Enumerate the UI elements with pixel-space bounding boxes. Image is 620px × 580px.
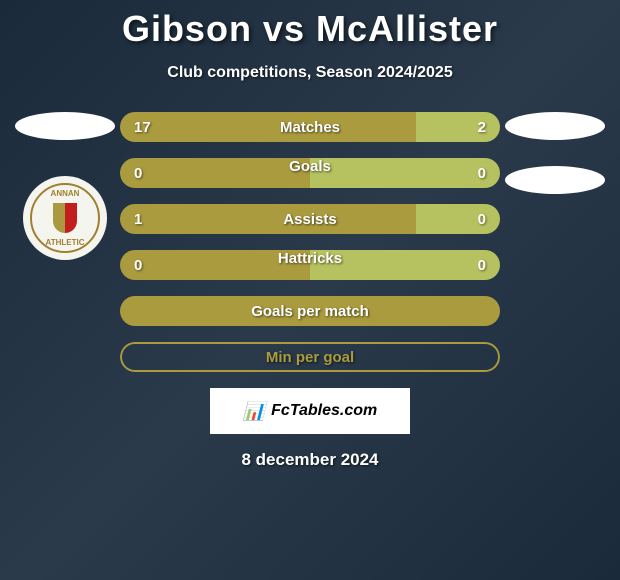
stat-label: Hattricks <box>278 250 342 267</box>
stat-label: Goals <box>289 158 331 175</box>
badge-text-top: ANNAN <box>51 189 80 198</box>
right-column <box>500 112 610 372</box>
stat-label: Goals per match <box>120 296 500 326</box>
comparison-card: Gibson vs McAllister Club competitions, … <box>0 0 620 470</box>
badge-ring: ANNAN ATHLETIC <box>30 183 100 253</box>
stat-left-value: 17 <box>120 112 416 142</box>
source-text: FcTables.com <box>271 402 377 420</box>
stat-right-value: 2 <box>416 112 500 142</box>
stat-bar-hattricks: 0 Hattricks 0 <box>120 250 500 280</box>
stat-label: Min per goal <box>120 342 500 372</box>
chart-icon: 📊 <box>243 401 265 422</box>
right-club-placeholder <box>505 166 605 194</box>
stat-bar-assists: 1 Assists 0 <box>120 204 500 234</box>
stats-column: 17 Matches 2 0 Goals 0 1 Assists 0 0 H <box>120 112 500 372</box>
stat-left-value: 0 <box>120 158 310 188</box>
stat-right-value: 0 <box>310 158 500 188</box>
left-club-badge: ANNAN ATHLETIC <box>23 176 107 260</box>
stat-right-value: 0 <box>416 204 500 234</box>
content-area: ANNAN ATHLETIC 17 Matches 2 0 Goals 0 <box>0 112 620 372</box>
subtitle: Club competitions, Season 2024/2025 <box>0 64 620 82</box>
page-title: Gibson vs McAllister <box>0 8 620 50</box>
stat-label: Matches <box>280 119 340 136</box>
left-name-placeholder <box>15 112 115 140</box>
badge-text-bottom: ATHLETIC <box>46 238 85 247</box>
stat-label: Assists <box>283 211 336 228</box>
stat-bar-matches: 17 Matches 2 <box>120 112 500 142</box>
right-name-placeholder <box>505 112 605 140</box>
stat-bar-goals: 0 Goals 0 <box>120 158 500 188</box>
stat-bar-mpg: Min per goal <box>120 342 500 372</box>
shield-icon <box>53 203 77 233</box>
stat-left-value: 1 <box>120 204 416 234</box>
stat-bar-gpm: Goals per match <box>120 296 500 326</box>
date-text: 8 december 2024 <box>0 450 620 470</box>
left-column: ANNAN ATHLETIC <box>10 112 120 372</box>
source-logo: 📊 FcTables.com <box>210 388 410 434</box>
